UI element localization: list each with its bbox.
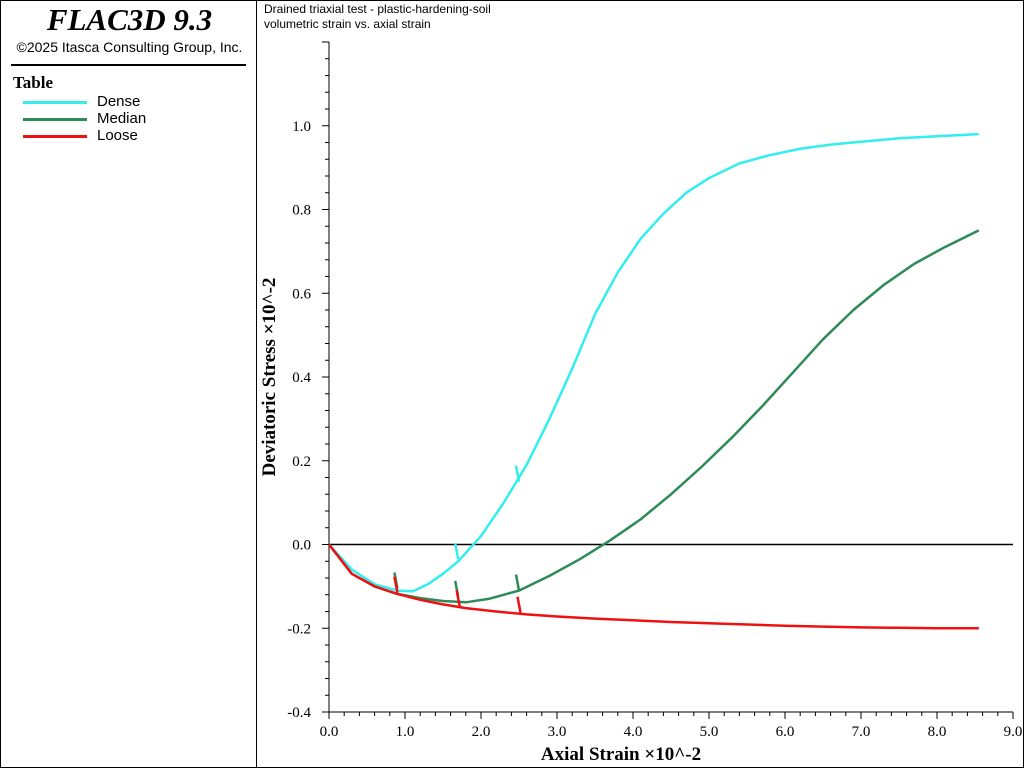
legend-label-loose: Loose xyxy=(97,127,138,144)
x-tick-label: 5.0 xyxy=(700,724,719,740)
y-tick-label: -0.2 xyxy=(287,621,311,637)
legend-label-median: Median xyxy=(97,110,147,127)
app-title: FLAC3D 9.3 xyxy=(46,2,213,37)
y-tick-label: 0.4 xyxy=(292,370,311,386)
y-tick-label: 0.8 xyxy=(292,203,311,219)
y-tick-label: 0.0 xyxy=(292,538,311,554)
plot-header: Drained triaxial test - plastic-hardenin… xyxy=(264,2,491,32)
x-axis-title: Axial Strain ×10^-2 xyxy=(541,744,701,765)
x-tick-label: 6.0 xyxy=(776,724,795,740)
x-tick-label: 4.0 xyxy=(624,724,643,740)
series-line-loose xyxy=(328,543,979,630)
title-divider xyxy=(11,64,246,66)
legend-heading: Table xyxy=(13,73,54,92)
x-tick-label: 7.0 xyxy=(852,724,871,740)
x-tick-label: 8.0 xyxy=(928,724,947,740)
legend-swatch-median xyxy=(23,118,87,121)
legend-swatch-dense xyxy=(23,101,87,104)
plot-header-line1: Drained triaxial test - plastic-hardenin… xyxy=(264,2,491,16)
x-tick-label: 9.0 xyxy=(1004,724,1023,740)
series-group xyxy=(328,132,980,630)
marker-loose xyxy=(455,590,461,607)
legend-panel: FLAC3D 9.3 ©2025 Itasca Consulting Group… xyxy=(0,0,257,768)
plot-panel xyxy=(256,0,1024,768)
series-line-dense xyxy=(328,132,979,593)
series-line-median xyxy=(328,229,980,604)
x-tick-label: 1.0 xyxy=(396,724,415,740)
y-tick-label: 0.2 xyxy=(292,454,311,470)
x-tick-label: 0.0 xyxy=(320,724,339,740)
plot-header-line2: volumetric strain vs. axial strain xyxy=(264,17,431,31)
y-tick-label: 0.6 xyxy=(292,286,311,302)
marker-dense xyxy=(453,542,460,560)
legend-swatch-loose xyxy=(23,135,87,138)
x-tick-label: 3.0 xyxy=(548,724,567,740)
marker-dense xyxy=(514,465,521,482)
y-axis-title: Deviatoric Stress ×10^-2 xyxy=(259,278,280,477)
axes: -0.4 -0.2 0.0 0.2 0.4 0.6 0.8 1.0 0.0 1.0 2.0 3.0 4.… xyxy=(287,41,1023,740)
copyright-text: ©2025 Itasca Consulting Group, Inc. xyxy=(16,39,243,55)
marker-loose xyxy=(516,596,522,613)
y-tick-label: -0.4 xyxy=(287,705,311,721)
x-tick-label: 2.0 xyxy=(472,724,491,740)
marker-median xyxy=(514,574,521,591)
y-tick-label: 1.0 xyxy=(292,119,311,135)
legend-label-dense: Dense xyxy=(97,93,141,110)
marker-group xyxy=(393,465,522,613)
marker-loose xyxy=(393,576,399,593)
